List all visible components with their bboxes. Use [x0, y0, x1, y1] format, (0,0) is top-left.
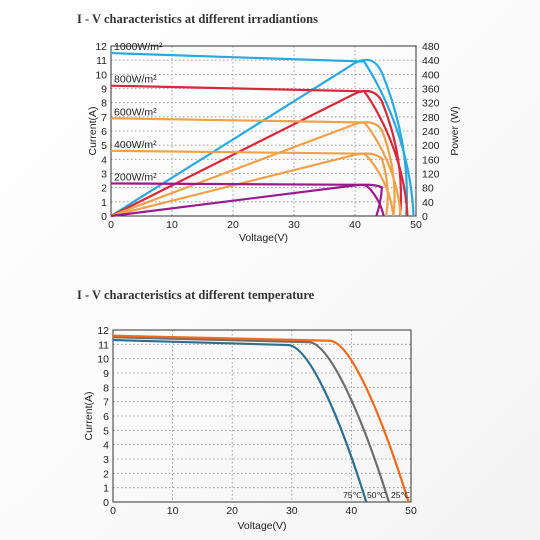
y-tick-label: 12: [95, 41, 107, 53]
x-tick-label: 10: [167, 505, 179, 517]
y-tick-label: 6: [101, 126, 107, 138]
x-tick-label: 30: [286, 505, 298, 517]
x-axis-label: Voltage(V): [239, 232, 288, 244]
y-axis-label: Current(A): [87, 106, 99, 155]
x-axis-label: Voltage(V): [237, 520, 286, 532]
series-label: 50℃: [367, 490, 386, 500]
series-label: 1000W/m²: [114, 41, 163, 53]
y-tick-label: 5: [101, 140, 107, 152]
x-tick-label: 20: [227, 219, 239, 231]
x-tick-label: 40: [349, 219, 361, 231]
y2-tick-label: 160: [422, 154, 440, 166]
y-tick-label: 2: [103, 468, 109, 480]
series-label: 400W/m²: [114, 139, 157, 151]
y-tick-label: 3: [103, 454, 109, 466]
y2-tick-label: 280: [422, 112, 440, 124]
iv-curve: [110, 117, 402, 217]
x-tick-label: 20: [226, 505, 238, 517]
y-tick-label: 5: [103, 425, 109, 437]
series-label: 800W/m²: [114, 74, 157, 86]
pv-curve: [110, 58, 409, 217]
plot-frame: [110, 45, 417, 217]
x-tick-label: 0: [108, 219, 114, 231]
iv-curve: [110, 84, 409, 217]
y2-axis-label: Power (W): [449, 106, 461, 156]
y2-tick-label: 440: [422, 55, 440, 67]
y-tick-label: 7: [103, 397, 109, 409]
series-label: 200W/m²: [114, 171, 157, 183]
y-tick-label: 4: [103, 440, 109, 452]
y2-tick-label: 240: [422, 126, 440, 138]
iv-curve: [112, 338, 368, 503]
y2-tick-label: 120: [422, 169, 440, 181]
y-tick-label: 0: [101, 211, 107, 223]
y2-tick-label: 480: [422, 41, 440, 53]
x-tick-label: 40: [346, 505, 358, 517]
x-tick-label: 10: [166, 219, 178, 231]
y-tick-label: 3: [101, 169, 107, 181]
y2-tick-label: 400: [422, 69, 440, 81]
y-tick-label: 9: [101, 84, 107, 96]
iv-curve: [112, 334, 410, 503]
x-tick-label: 30: [288, 219, 300, 231]
series-label: 25℃: [391, 490, 410, 500]
series-label: 600W/m²: [114, 106, 157, 118]
x-tick-label: 0: [110, 505, 116, 517]
pv-curve: [110, 89, 403, 217]
y2-tick-label: 360: [422, 84, 440, 96]
y2-tick-label: 320: [422, 98, 440, 110]
y-tick-label: 11: [96, 55, 107, 67]
y-tick-label: 8: [103, 382, 109, 394]
chart-title-irradiance: I - V characteristics at different irrad…: [77, 12, 318, 26]
x-tick-label: 50: [405, 505, 417, 517]
iv-curve: [112, 336, 390, 503]
y-tick-label: 11: [98, 339, 109, 351]
pv-curve: [110, 183, 383, 218]
y-tick-label: 1: [103, 483, 109, 495]
y-tick-label: 2: [101, 183, 107, 195]
x-tick-label: 50: [410, 219, 422, 231]
y-tick-label: 8: [101, 98, 107, 110]
y-tick-label: 6: [103, 411, 109, 423]
y-tick-label: 9: [103, 368, 109, 380]
y2-tick-label: 200: [422, 140, 440, 152]
y-tick-label: 0: [103, 497, 109, 509]
y2-tick-label: 40: [422, 197, 434, 209]
y-tick-label: 1: [101, 197, 107, 209]
y-tick-label: 12: [97, 325, 109, 337]
y-axis-label: Current(A): [83, 391, 95, 440]
iv-curve: [110, 51, 415, 217]
plot-frame: [112, 329, 412, 503]
pv-curve: [110, 121, 396, 218]
chart-title-temperature: I - V characteristics at different tempe…: [77, 288, 315, 302]
pv-curve: [110, 152, 389, 218]
y2-tick-label: 80: [422, 183, 434, 195]
y-tick-label: 10: [95, 69, 107, 81]
y-tick-label: 7: [101, 112, 107, 124]
y-tick-label: 10: [97, 354, 109, 366]
series-label: 75℃: [343, 490, 362, 500]
y2-tick-label: 0: [422, 211, 428, 223]
y-tick-label: 4: [101, 154, 107, 166]
